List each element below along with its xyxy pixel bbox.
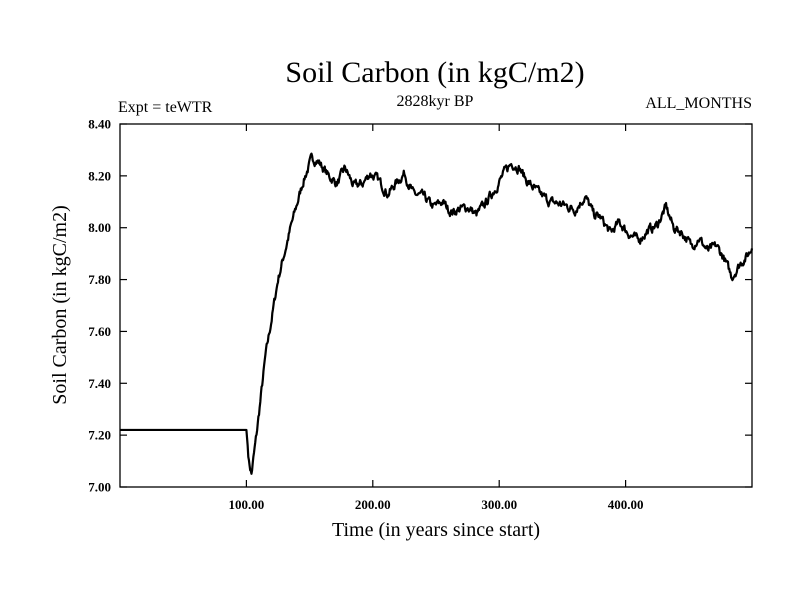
- y-tick-label: 7.00: [88, 480, 111, 495]
- experiment-label: Expt = teWTR: [118, 99, 213, 116]
- months-label: ALL_MONTHS: [645, 95, 752, 112]
- y-tick-label: 7.40: [88, 376, 111, 391]
- y-tick-label: 8.40: [88, 117, 111, 132]
- y-tick-label: 7.80: [88, 272, 111, 287]
- chart-subtitle: 2828kyr BP: [397, 93, 474, 110]
- x-tick-label: 400.00: [608, 497, 644, 512]
- x-tick-label: 300.00: [481, 497, 517, 512]
- x-axis-label: Time (in years since start): [332, 519, 540, 541]
- chart-title: Soil Carbon (in kgC/m2): [285, 56, 584, 89]
- y-axis-ticks: 7.00 7.20 7.40 7.60 7.80 8.00 8.20 8.40: [88, 117, 752, 495]
- x-tick-label: 200.00: [355, 497, 391, 512]
- series-line-soil-carbon: [119, 152, 754, 475]
- y-tick-label: 8.00: [88, 220, 111, 235]
- y-tick-label: 8.20: [88, 168, 111, 183]
- y-tick-label: 7.20: [88, 428, 111, 443]
- x-tick-label: 100.00: [229, 497, 265, 512]
- plot-frame: [119, 123, 753, 488]
- y-tick-label: 7.60: [88, 324, 111, 339]
- x-axis-ticks: 100.00 200.00 300.00 400.00: [229, 124, 644, 512]
- y-axis-label: Soil Carbon (in kgC/m2): [49, 205, 71, 404]
